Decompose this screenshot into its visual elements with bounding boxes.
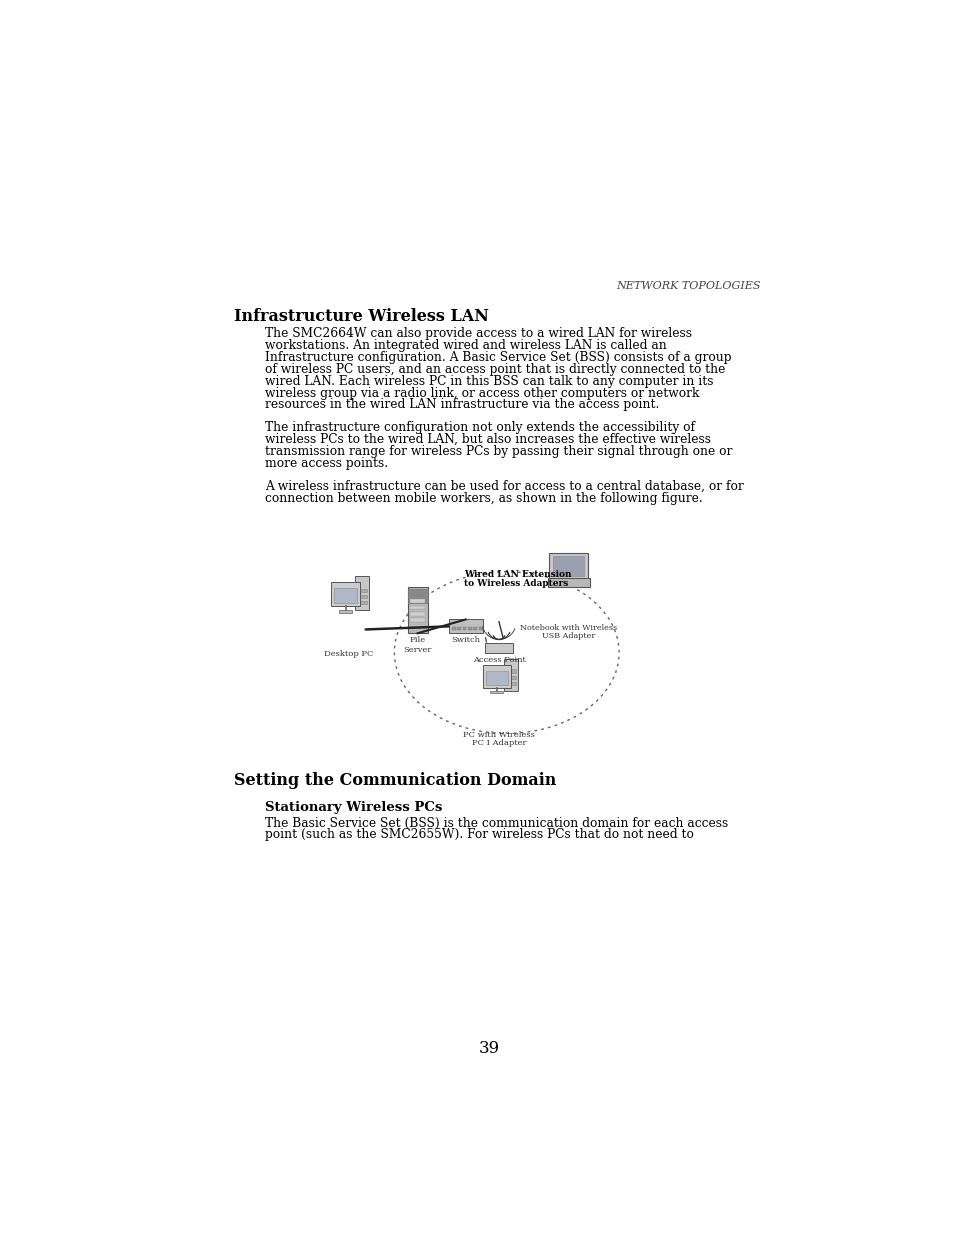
FancyBboxPatch shape	[505, 669, 516, 673]
FancyBboxPatch shape	[410, 618, 425, 621]
Text: transmission range for wireless PCs by passing their signal through one or: transmission range for wireless PCs by p…	[265, 445, 732, 458]
FancyBboxPatch shape	[504, 658, 517, 692]
Text: workstations. An integrated wired and wireless LAN is called an: workstations. An integrated wired and wi…	[265, 338, 666, 352]
Text: Setting the Communication Domain: Setting the Communication Domain	[233, 772, 556, 789]
Text: USB Adapter: USB Adapter	[541, 632, 595, 640]
FancyBboxPatch shape	[478, 627, 482, 630]
FancyBboxPatch shape	[490, 692, 502, 693]
FancyBboxPatch shape	[410, 611, 425, 615]
FancyBboxPatch shape	[407, 589, 427, 603]
FancyBboxPatch shape	[482, 664, 510, 688]
FancyBboxPatch shape	[331, 582, 360, 606]
Text: PC with Wireless: PC with Wireless	[462, 731, 535, 739]
Text: point (such as the SMC2655W). For wireless PCs that do not need to: point (such as the SMC2655W). For wirele…	[265, 829, 693, 841]
FancyBboxPatch shape	[356, 589, 367, 592]
FancyBboxPatch shape	[339, 610, 352, 614]
Text: wired LAN. Each wireless PC in this BSS can talk to any computer in its: wired LAN. Each wireless PC in this BSS …	[265, 374, 713, 388]
Text: PC I Adapter: PC I Adapter	[471, 739, 526, 747]
FancyBboxPatch shape	[355, 576, 369, 610]
Text: Access Point: Access Point	[472, 656, 525, 664]
FancyBboxPatch shape	[505, 676, 516, 679]
FancyBboxPatch shape	[410, 599, 425, 603]
FancyBboxPatch shape	[553, 556, 583, 577]
FancyBboxPatch shape	[334, 588, 356, 603]
FancyBboxPatch shape	[456, 627, 460, 630]
FancyBboxPatch shape	[462, 627, 466, 630]
Text: more access points.: more access points.	[265, 457, 388, 471]
FancyBboxPatch shape	[473, 627, 476, 630]
Text: connection between mobile workers, as shown in the following figure.: connection between mobile workers, as sh…	[265, 492, 702, 505]
Text: The Basic Service Set (BSS) is the communication domain for each access: The Basic Service Set (BSS) is the commu…	[265, 816, 727, 830]
Text: Desktop PC: Desktop PC	[324, 651, 373, 658]
FancyBboxPatch shape	[410, 605, 425, 609]
Text: Stationary Wireless PCs: Stationary Wireless PCs	[265, 802, 442, 814]
FancyBboxPatch shape	[356, 595, 367, 598]
Text: wireless PCs to the wired LAN, but also increases the effective wireless: wireless PCs to the wired LAN, but also …	[265, 433, 710, 446]
Text: The SMC2664W can also provide access to a wired LAN for wireless: The SMC2664W can also provide access to …	[265, 327, 691, 340]
FancyBboxPatch shape	[547, 578, 589, 587]
Text: A wireless infrastructure can be used for access to a central database, or for: A wireless infrastructure can be used fo…	[265, 479, 743, 493]
FancyBboxPatch shape	[484, 642, 513, 653]
Text: The infrastructure configuration not only extends the accessibility of: The infrastructure configuration not onl…	[265, 421, 694, 435]
Text: NETWORK TOPOLOGIES: NETWORK TOPOLOGIES	[616, 280, 760, 290]
FancyBboxPatch shape	[468, 627, 472, 630]
Text: resources in the wired LAN infrastructure via the access point.: resources in the wired LAN infrastructur…	[265, 399, 659, 411]
Text: to Wireless Adapters: to Wireless Adapters	[464, 579, 568, 588]
Text: Infrastructure Wireless LAN: Infrastructure Wireless LAN	[233, 309, 488, 325]
FancyBboxPatch shape	[448, 620, 482, 634]
Text: of wireless PC users, and an access point that is directly connected to the: of wireless PC users, and an access poin…	[265, 363, 724, 375]
Text: 39: 39	[477, 1040, 499, 1057]
FancyBboxPatch shape	[549, 553, 587, 579]
FancyBboxPatch shape	[356, 601, 367, 604]
Text: Wired LAN Extension: Wired LAN Extension	[464, 571, 571, 579]
Text: Notebook with Wireless: Notebook with Wireless	[519, 624, 617, 632]
FancyBboxPatch shape	[407, 587, 427, 634]
Text: Infrastructure configuration. A Basic Service Set (BSS) consists of a group: Infrastructure configuration. A Basic Se…	[265, 351, 731, 364]
Text: Switch: Switch	[451, 636, 479, 645]
FancyBboxPatch shape	[505, 682, 516, 685]
FancyBboxPatch shape	[485, 671, 507, 685]
Text: File
Server: File Server	[403, 636, 432, 653]
FancyBboxPatch shape	[452, 627, 456, 630]
Text: wireless group via a radio link, or access other computers or network: wireless group via a radio link, or acce…	[265, 387, 699, 399]
